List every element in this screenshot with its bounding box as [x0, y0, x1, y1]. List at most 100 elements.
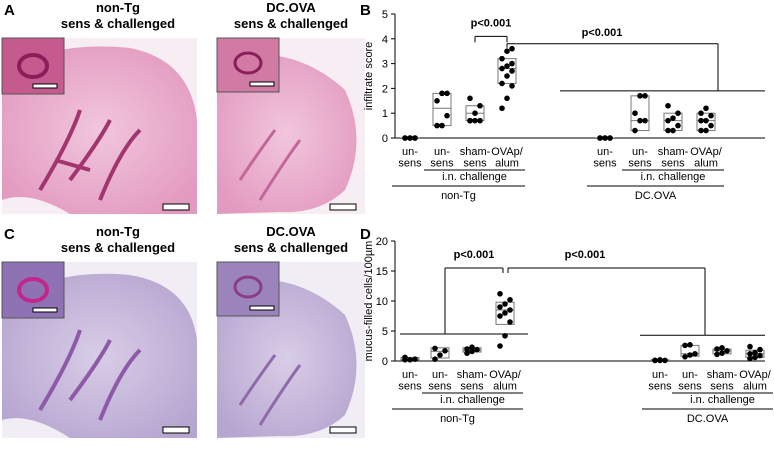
x-tick-label: un-sens: [398, 146, 422, 170]
x-tick-label: sham-sens: [707, 369, 738, 393]
data-point: [670, 127, 676, 134]
y-tick-label: 4: [382, 34, 388, 46]
data-point: [632, 110, 638, 116]
y-tick-label: 5: [382, 326, 388, 338]
x-tick-label: sham-sens: [457, 369, 488, 393]
data-point: [464, 346, 470, 352]
y-tick-label: 15: [376, 266, 388, 278]
data-point: [504, 95, 510, 102]
data-point: [597, 135, 603, 141]
data-point: [682, 342, 688, 349]
data-point: [703, 117, 709, 124]
data-point: [632, 127, 638, 134]
data-point: [509, 83, 515, 89]
data-point: [698, 110, 704, 116]
data-point: [412, 135, 418, 141]
histology-image: [216, 261, 365, 438]
data-point: [469, 344, 475, 351]
y-tick-label: 3: [382, 59, 388, 71]
data-point: [507, 319, 513, 325]
panel-label: A: [4, 2, 15, 19]
data-point: [434, 98, 440, 104]
data-point: [432, 356, 438, 363]
annotation: p<0.001: [454, 249, 495, 261]
image-title: non-Tg: [96, 0, 140, 15]
x-tick-label: sham-sens: [460, 146, 491, 170]
data-point: [509, 60, 515, 67]
data-point: [675, 122, 681, 129]
data-point: [504, 48, 510, 54]
data-point: [444, 90, 450, 97]
data-point: [469, 348, 475, 355]
data-point: [507, 297, 513, 303]
x-tick-label: OVAp/alum: [489, 369, 522, 393]
y-tick-label: 20: [376, 236, 388, 248]
data-point: [442, 348, 448, 354]
data-point: [665, 102, 671, 109]
data-point: [509, 68, 515, 74]
data-point: [724, 348, 730, 354]
y-axis-label: infiltrate score: [363, 42, 375, 110]
panel-label: B: [360, 2, 371, 19]
data-point: [439, 122, 445, 129]
group-sublabel: i.n. challenge: [690, 394, 755, 406]
x-tick-label: OVAp/alum: [739, 369, 772, 393]
box: [432, 92, 452, 127]
data-point: [499, 65, 505, 72]
data-point: [499, 55, 505, 62]
data-point: [642, 117, 648, 124]
data-point: [444, 112, 450, 119]
x-tick-label: un-sens: [648, 369, 672, 393]
box: [497, 58, 517, 84]
image-title: DC.OVA: [266, 224, 316, 239]
data-point: [602, 135, 608, 141]
group-label: non-Tg: [440, 413, 475, 425]
data-point: [752, 354, 758, 361]
data-point: [402, 354, 408, 361]
data-point: [439, 90, 445, 97]
group-label: DC.OVA: [687, 413, 729, 425]
data-point: [477, 117, 483, 124]
y-tick-label: 2: [382, 83, 388, 95]
data-point: [497, 304, 503, 310]
data-point: [502, 301, 508, 307]
data-point: [752, 349, 758, 356]
data-point: [472, 117, 478, 124]
data-point: [637, 93, 643, 99]
image-title: sens & challenged: [61, 16, 175, 31]
x-tick-label: OVAp/alum: [491, 146, 524, 170]
data-point: [698, 117, 704, 124]
data-point: [682, 354, 688, 360]
image-title: sens & challenged: [61, 240, 175, 255]
data-point: [509, 45, 515, 52]
data-point: [472, 110, 478, 116]
x-tick-label: OVAp/alum: [690, 146, 723, 170]
data-point: [708, 112, 714, 119]
data-point: [657, 357, 663, 363]
data-point: [692, 351, 698, 357]
data-point: [467, 117, 473, 124]
data-point: [467, 95, 473, 102]
histology-image: [1, 261, 197, 438]
data-point: [499, 105, 505, 112]
data-point: [412, 356, 418, 363]
data-point: [432, 345, 438, 352]
data-point: [407, 357, 413, 363]
panel-label: D: [360, 226, 371, 243]
annotation: p<0.001: [565, 249, 606, 261]
data-point: [437, 352, 443, 358]
data-point: [757, 352, 763, 359]
data-point: [665, 117, 671, 124]
x-tick-label: un-sens: [430, 146, 454, 170]
data-point: [652, 357, 658, 364]
data-point: [757, 346, 763, 353]
x-tick-label: un-sens: [628, 146, 652, 170]
data-point: [719, 350, 725, 357]
data-point: [497, 343, 503, 349]
data-point: [665, 127, 671, 134]
data-point: [499, 80, 505, 87]
data-point: [642, 93, 648, 99]
data-point: [703, 105, 709, 112]
x-tick-label: un-sens: [678, 369, 702, 393]
